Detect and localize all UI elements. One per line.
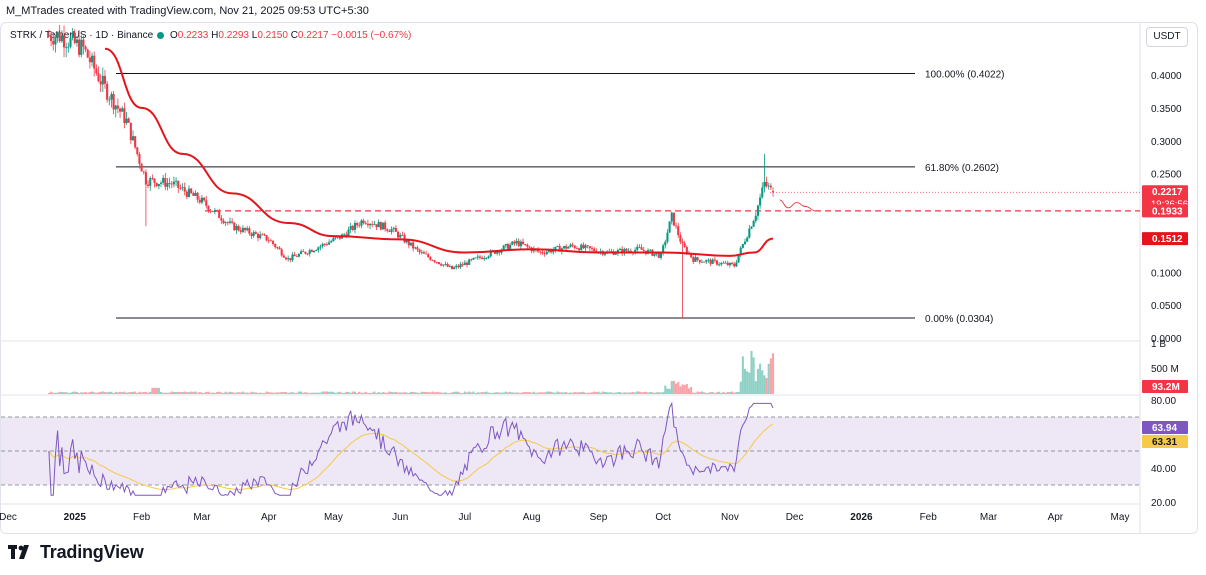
chart-frame [0, 22, 1198, 534]
brand: TradingView [8, 542, 144, 563]
currency-button[interactable]: USDT [1146, 27, 1188, 47]
market-status-icon [157, 31, 165, 39]
open-value: 0.2233 [177, 30, 209, 41]
tradingview-logo-icon [8, 544, 29, 559]
brand-name: TradingView [40, 542, 144, 562]
change-value: −0.0015 (−0.67%) [331, 30, 412, 41]
high-value: 0.2293 [218, 30, 249, 41]
symbol-title: STRK / TetherUS · 1D · Binance [10, 30, 154, 41]
low-value: 0.2150 [257, 30, 288, 41]
chart-credit: M_MTrades created with TradingView.com, … [6, 5, 369, 17]
close-value: 0.2217 [297, 30, 329, 41]
symbol-legend: STRK / TetherUS · 1D · Binance O0.2233 H… [10, 30, 412, 41]
